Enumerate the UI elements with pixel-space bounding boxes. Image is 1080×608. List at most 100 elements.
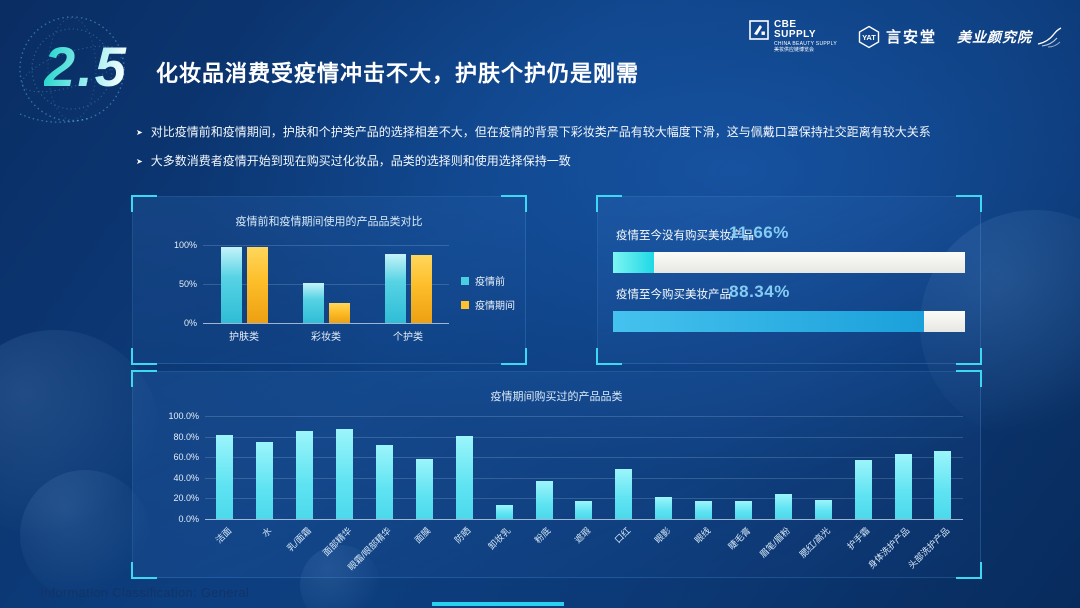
bar-slot [285, 431, 325, 519]
hbar-track [613, 311, 965, 332]
x-label-slot: 眼影 [644, 519, 684, 565]
bar-slot [763, 494, 803, 519]
particle-globe-icon [12, 12, 132, 131]
bar-粉底 [535, 481, 553, 519]
x-label-slot: 洁面 [205, 519, 245, 565]
hbar-label: 疫情至今没有购买美妆产品 [616, 230, 754, 242]
frame-corner [956, 562, 982, 579]
x-label-面部精华: 面部精华 [320, 525, 354, 558]
bullet-arrow-icon: ➤ [136, 128, 143, 137]
hbar-fill [613, 311, 924, 332]
bar-身体洗护产品 [894, 454, 912, 519]
bar-slot [803, 500, 843, 519]
panel-purchased-categories-chart: 疫情期间购买过的产品品类 100.0% 80.0% 60.0% 40.0% 20.0% 0… [131, 370, 982, 579]
y-tick-label: 20.0% [173, 493, 199, 503]
bullet-text: 对比疫情前和疫情期间，护肤和个护类产品的选择相差不大，但在疫情的背景下彩妆类产品… [150, 125, 931, 139]
legend-label: 疫情期间 [475, 301, 515, 312]
x-label-口红: 口红 [612, 525, 633, 546]
chart-legend: 疫情前 疫情期间 [461, 273, 515, 312]
bullet-text: 大多数消费者疫情开始到现在购买过化妆品，品类的选择则和使用选择保持一致 [150, 153, 571, 168]
y-tick-label: 50% [178, 279, 197, 289]
hbar-row-header: 疫情至今购买美妆产品 88.34% [613, 283, 965, 311]
bar-疫情期间-个护类 [410, 255, 432, 323]
frame-corner [131, 562, 157, 579]
x-label-卸妆乳: 卸妆乳 [486, 525, 513, 552]
beauty-institute-swirl-icon [1037, 26, 1062, 47]
bar-眼霜/眼部精华 [376, 445, 393, 519]
bar-眉笔/眉粉 [774, 494, 792, 519]
svg-text:YAT: YAT [862, 33, 876, 42]
cbe-supply-logo: CBE SUPPLY CHINA BEAUTY SUPPLY 美妆供应链博览会 [749, 20, 837, 53]
bar-眼影 [655, 497, 673, 519]
bar-slot [365, 445, 405, 519]
bar-slot [484, 505, 524, 519]
x-axis-labels: 洁面 水乳/面霜 面部精华 眼霜/眼部精华 面膜 防晒 卸妆乳 粉底 遮瑕 口红 眼影 眼线 睫毛膏 眉笔… [205, 519, 963, 572]
bar-乳/面霜 [296, 431, 314, 519]
chart-title: 疫情前和疫情期间使用的产品品类对比 [235, 216, 423, 228]
bar-卸妆乳 [495, 505, 513, 519]
hbar-fill [613, 252, 655, 273]
frame-corner [956, 348, 982, 365]
bullet-arrow-icon: ➤ [136, 156, 143, 166]
y-tick-label: 100.0% [168, 411, 199, 421]
legend-item-疫情期间: 疫情期间 [461, 297, 515, 312]
x-label-乳/面霜: 乳/面霜 [285, 525, 314, 554]
cbe-line1: CBE [773, 19, 797, 30]
frame-corner [131, 370, 157, 387]
x-label-slot: 粉底 [524, 519, 564, 565]
legend-label: 疫情前 [475, 277, 505, 288]
background-bubble [20, 470, 150, 600]
gridline [205, 457, 963, 458]
frame-corner [501, 195, 527, 212]
bar-groups [203, 245, 449, 323]
y-tick-label: 80.0% [173, 432, 199, 442]
gridline [205, 519, 963, 520]
bar-slot [883, 454, 923, 519]
page-title: 化妆品消费受疫情冲击不大，护肤个护仍是刚需 [156, 61, 640, 86]
x-label-粉底: 粉底 [532, 525, 553, 546]
bar-slot [564, 501, 604, 519]
x-label-slot: 头部洗护产品 [906, 519, 963, 570]
bar-plot: 100.0% 80.0% 60.0% 40.0% 20.0% 0.0% [168, 411, 963, 524]
bar-slot [604, 469, 644, 519]
x-label-睫毛膏: 睫毛膏 [725, 525, 753, 552]
x-label-slot: 眼霜/眼部精华 [346, 519, 405, 572]
x-label-洁面: 洁面 [213, 525, 234, 546]
bars [205, 416, 963, 519]
x-label-slot: 眼线 [684, 519, 724, 565]
x-label-护手霜: 护手霜 [845, 525, 872, 552]
bar-group-个护类 [384, 254, 432, 323]
bar-slot [724, 501, 764, 519]
hbar-row-0: 疫情至今没有购买美妆产品 11.66% [613, 223, 965, 273]
y-tick-label: 0% [183, 318, 197, 328]
x-label-slot: 眉笔/眉粉 [758, 519, 803, 565]
hbar-row-1: 疫情至今购买美妆产品 88.34% [613, 283, 965, 332]
beauty-institute-logo: 美业颜究院 [957, 26, 1062, 48]
key-points: ➤ 对比疫情前和疫情期间，护肤和个护类产品的选择相差不大，但在疫情的背景下彩妆类… [136, 124, 966, 182]
x-label-彩妆类: 彩妆类 [311, 332, 341, 343]
bar-slot [923, 451, 963, 519]
bar-group-护肤类 [220, 247, 268, 323]
bar-slot [245, 442, 285, 519]
classification-footer: Information Classification: General [40, 585, 250, 600]
cbe-line2: SUPPLY [773, 29, 817, 40]
frame-corner [596, 195, 622, 212]
bar-面部精华 [336, 429, 354, 519]
hbar-value: 11.66% [729, 223, 789, 242]
bar-腮红/高光 [814, 500, 832, 519]
legend-swatch [461, 300, 469, 309]
x-label-眼影: 眼影 [652, 525, 673, 546]
legend-item-疫情前: 疫情前 [461, 273, 515, 288]
bar-护手霜 [854, 460, 872, 519]
bar-疫情前-个护类 [384, 254, 406, 323]
legend-swatch [461, 276, 469, 285]
x-label-slot: 面膜 [404, 519, 444, 565]
hbar-track [613, 252, 965, 273]
bullet-item: ➤ 对比疫情前和疫情期间，护肤和个护类产品的选择相差不大，但在疫情的背景下彩妆类… [136, 124, 966, 141]
frame-corner [596, 348, 622, 365]
x-label-护肤类: 护肤类 [229, 332, 259, 343]
bar-眼线 [695, 501, 713, 519]
x-label-眼线: 眼线 [692, 525, 713, 546]
x-label-slot: 口红 [604, 519, 644, 565]
